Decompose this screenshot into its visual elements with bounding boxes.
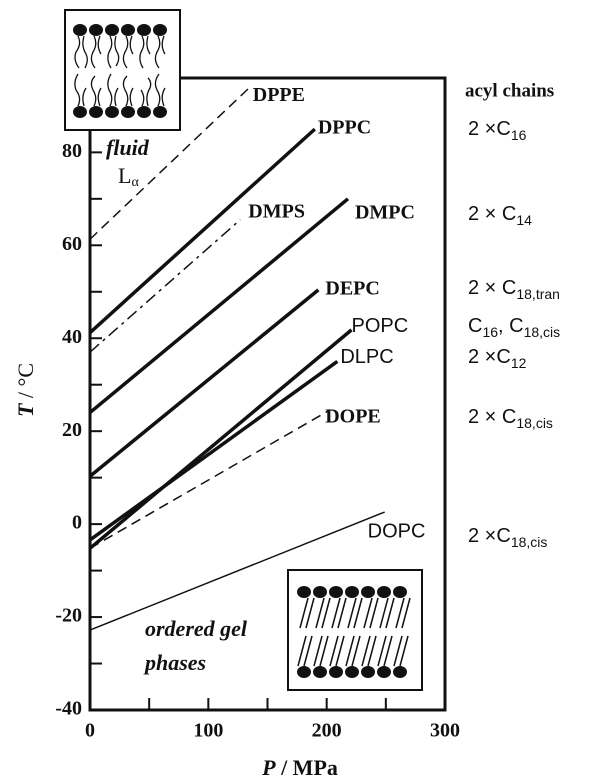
chain-main: 2 ×C — [468, 346, 511, 368]
fluid-label: fluid — [106, 135, 150, 160]
series-line — [88, 328, 353, 550]
x-tick-label: 200 — [312, 720, 342, 742]
series-label: DEPC — [325, 277, 379, 299]
series-line — [89, 409, 331, 549]
x-axis-unit: / MPa — [276, 755, 338, 780]
series-label: DPPE — [253, 84, 305, 106]
chain-label: 2 × C18,cis — [468, 406, 553, 430]
y-axis-label: T / °C — [13, 363, 38, 417]
y-tick-label: -40 — [55, 698, 82, 720]
chain-main: 2 × C — [468, 277, 516, 299]
x-tick-label: 100 — [193, 720, 223, 742]
chain-label: 2 ×C18,cis — [468, 525, 547, 549]
chain-label: 2 × C18,tran — [468, 277, 560, 301]
chain-main: 2 ×C — [468, 118, 511, 140]
x-axis-label: P / MPa — [261, 755, 338, 780]
chain-main: C — [468, 315, 482, 337]
series-label: DLPC — [340, 346, 393, 368]
gel-label: ordered gel — [145, 616, 248, 641]
y-tick-label: 60 — [62, 233, 82, 255]
chain-main: , C — [498, 315, 524, 337]
series-label: POPC — [352, 315, 409, 337]
phase-symbol: L — [118, 163, 131, 188]
chain-sub: 12 — [511, 355, 527, 371]
gel-label: phases — [143, 650, 206, 675]
phase-subscript: α — [131, 175, 139, 190]
chain-main: 2 × C — [468, 406, 516, 428]
fluid-bilayer-icon — [64, 9, 181, 131]
chain-sub: 18,cis — [511, 534, 548, 550]
y-tick-label: 80 — [62, 140, 82, 162]
series-line — [89, 86, 251, 240]
y-axis-symbol: T — [13, 402, 38, 417]
x-axis-symbol: P — [261, 755, 276, 780]
chain-sub: 18,cis — [524, 324, 561, 340]
chain-sub: 16 — [482, 324, 498, 340]
series-line — [88, 127, 317, 334]
series-line — [89, 511, 385, 631]
series-line — [88, 360, 339, 542]
series-label: DOPE — [325, 405, 381, 427]
series-label: DMPC — [355, 201, 415, 223]
series-line — [88, 288, 320, 478]
series-label: DOPC — [368, 520, 426, 542]
y-tick-label: -20 — [55, 605, 82, 627]
series-line — [88, 197, 350, 414]
y-tick-label: 0 — [72, 512, 82, 534]
chain-label: 2 ×C16 — [468, 118, 527, 142]
y-tick-label: 20 — [62, 419, 82, 441]
chain-label: C16, C18,cis — [468, 315, 560, 339]
chain-sub: 18,cis — [516, 415, 553, 431]
fluid-phase: Lα — [118, 163, 139, 190]
x-tick-label: 0 — [85, 720, 95, 742]
y-tick-label: 40 — [62, 326, 82, 348]
y-axis-unit: / °C — [13, 363, 38, 404]
chain-sub: 14 — [516, 212, 532, 228]
series-label: DPPC — [318, 117, 371, 139]
x-tick-label: 300 — [430, 720, 460, 742]
chain-label: 2 ×C12 — [468, 346, 527, 370]
chain-main: 2 ×C — [468, 525, 511, 547]
chain-label: 2 × C14 — [468, 203, 532, 227]
chain-header: acyl chains — [465, 80, 554, 101]
series-line — [89, 219, 241, 353]
gel-bilayer-icon — [287, 569, 423, 691]
series-label: DMPS — [248, 200, 305, 222]
chain-main: 2 × C — [468, 203, 516, 225]
chain-sub: 18,tran — [516, 286, 560, 302]
chain-sub: 16 — [511, 127, 527, 143]
